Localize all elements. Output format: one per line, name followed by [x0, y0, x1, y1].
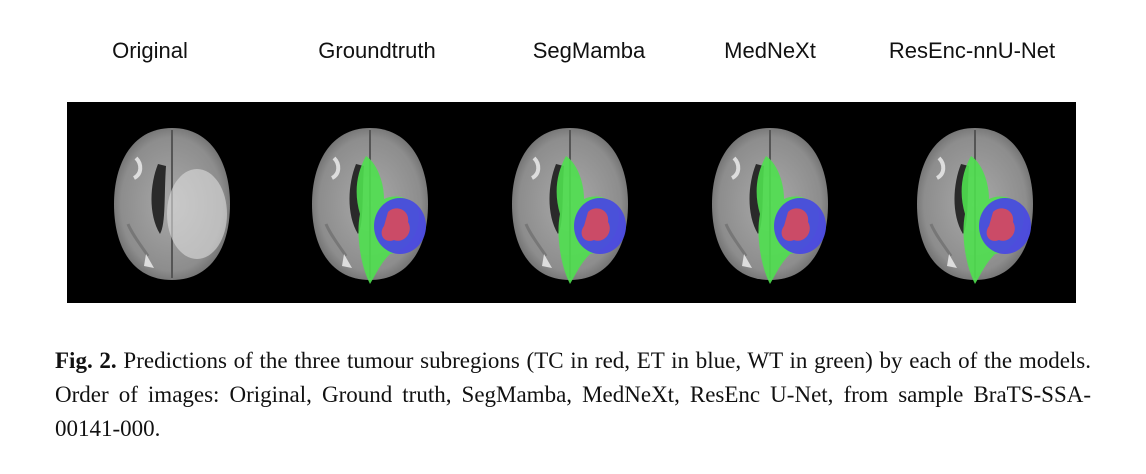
caption: Fig. 2. Predictions of the three tumour … — [55, 344, 1091, 446]
mri-segmamba — [510, 126, 630, 284]
column-label: MedNeXt — [724, 38, 816, 63]
mri-original — [112, 126, 232, 282]
mri-groundtruth — [310, 126, 430, 284]
mri-mednext — [710, 126, 830, 284]
mri-resenc — [915, 126, 1035, 284]
column-label: SegMamba — [532, 38, 646, 63]
caption-text: Predictions of the three tumour subregio… — [55, 348, 1092, 441]
column-label: Original — [112, 38, 188, 63]
caption-label: Fig. 2. — [55, 348, 117, 373]
figure-panel — [67, 102, 1076, 303]
column-label: ResEnc-nnU-Net — [888, 38, 1056, 63]
column-label: Groundtruth — [318, 38, 436, 63]
